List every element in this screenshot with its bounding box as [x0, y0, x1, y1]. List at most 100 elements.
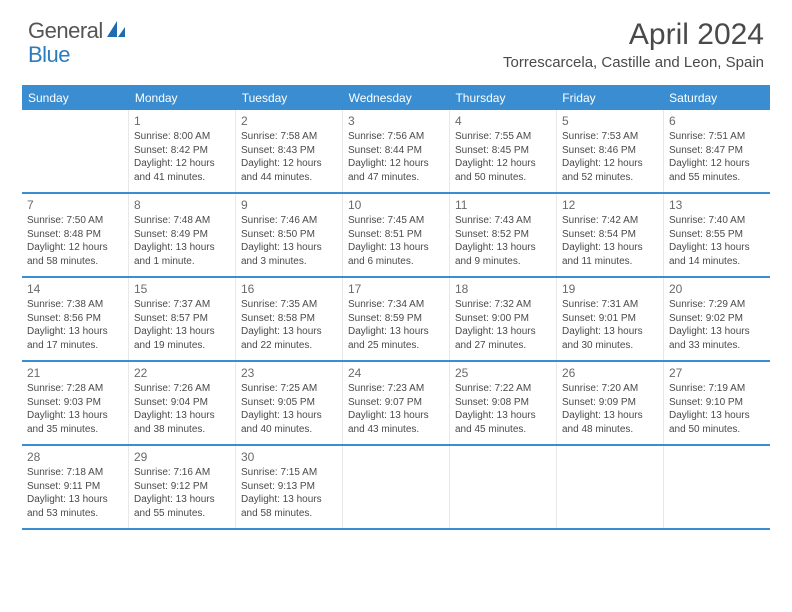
- day-info-line: Sunset: 8:56 PM: [27, 312, 123, 326]
- day-info-line: Daylight: 13 hours and 3 minutes.: [241, 241, 337, 268]
- week-row: 7Sunrise: 7:50 AMSunset: 8:48 PMDaylight…: [22, 194, 770, 278]
- day-header-row: Sunday Monday Tuesday Wednesday Thursday…: [22, 87, 770, 110]
- day-cell: [22, 110, 129, 192]
- day-number: 23: [241, 365, 337, 381]
- day-info-line: Daylight: 13 hours and 22 minutes.: [241, 325, 337, 352]
- day-info-line: Daylight: 12 hours and 47 minutes.: [348, 157, 444, 184]
- day-number: 14: [27, 281, 123, 297]
- month-title: April 2024: [503, 18, 764, 52]
- week-row: 14Sunrise: 7:38 AMSunset: 8:56 PMDayligh…: [22, 278, 770, 362]
- day-cell: 12Sunrise: 7:42 AMSunset: 8:54 PMDayligh…: [557, 194, 664, 276]
- day-info-line: Sunrise: 7:51 AM: [669, 130, 765, 144]
- day-info-line: Sunrise: 7:31 AM: [562, 298, 658, 312]
- day-header-tue: Tuesday: [236, 87, 343, 110]
- day-info-line: Daylight: 12 hours and 58 minutes.: [27, 241, 123, 268]
- day-header-sat: Saturday: [663, 87, 770, 110]
- day-info-line: Sunrise: 7:18 AM: [27, 466, 123, 480]
- day-cell: 5Sunrise: 7:53 AMSunset: 8:46 PMDaylight…: [557, 110, 664, 192]
- day-info-line: Sunset: 8:52 PM: [455, 228, 551, 242]
- day-cell: 15Sunrise: 7:37 AMSunset: 8:57 PMDayligh…: [129, 278, 236, 360]
- day-cell: 14Sunrise: 7:38 AMSunset: 8:56 PMDayligh…: [22, 278, 129, 360]
- weeks-container: 1Sunrise: 8:00 AMSunset: 8:42 PMDaylight…: [22, 110, 770, 530]
- day-info-line: Daylight: 13 hours and 35 minutes.: [27, 409, 123, 436]
- day-info-line: Sunrise: 7:45 AM: [348, 214, 444, 228]
- day-info-line: Daylight: 13 hours and 40 minutes.: [241, 409, 337, 436]
- day-info-line: Sunset: 8:57 PM: [134, 312, 230, 326]
- day-info-line: Sunrise: 7:50 AM: [27, 214, 123, 228]
- day-number: 28: [27, 449, 123, 465]
- day-cell: 19Sunrise: 7:31 AMSunset: 9:01 PMDayligh…: [557, 278, 664, 360]
- day-info-line: Daylight: 13 hours and 45 minutes.: [455, 409, 551, 436]
- title-block: April 2024 Torrescarcela, Castille and L…: [503, 18, 764, 71]
- day-cell: 22Sunrise: 7:26 AMSunset: 9:04 PMDayligh…: [129, 362, 236, 444]
- day-info-line: Sunrise: 7:23 AM: [348, 382, 444, 396]
- day-info-line: Daylight: 12 hours and 55 minutes.: [669, 157, 765, 184]
- day-cell: 2Sunrise: 7:58 AMSunset: 8:43 PMDaylight…: [236, 110, 343, 192]
- day-cell: 30Sunrise: 7:15 AMSunset: 9:13 PMDayligh…: [236, 446, 343, 528]
- day-cell: [450, 446, 557, 528]
- day-info-line: Sunset: 8:51 PM: [348, 228, 444, 242]
- day-number: 11: [455, 197, 551, 213]
- day-cell: 16Sunrise: 7:35 AMSunset: 8:58 PMDayligh…: [236, 278, 343, 360]
- day-info-line: Daylight: 12 hours and 50 minutes.: [455, 157, 551, 184]
- day-info-line: Daylight: 13 hours and 33 minutes.: [669, 325, 765, 352]
- day-info-line: Sunrise: 7:43 AM: [455, 214, 551, 228]
- day-number: 22: [134, 365, 230, 381]
- day-info-line: Sunset: 9:13 PM: [241, 480, 337, 494]
- day-cell: 10Sunrise: 7:45 AMSunset: 8:51 PMDayligh…: [343, 194, 450, 276]
- day-info-line: Daylight: 13 hours and 30 minutes.: [562, 325, 658, 352]
- day-header-fri: Friday: [556, 87, 663, 110]
- day-cell: 26Sunrise: 7:20 AMSunset: 9:09 PMDayligh…: [557, 362, 664, 444]
- week-row: 1Sunrise: 8:00 AMSunset: 8:42 PMDaylight…: [22, 110, 770, 194]
- day-info-line: Sunrise: 7:38 AM: [27, 298, 123, 312]
- day-number: 7: [27, 197, 123, 213]
- day-info-line: Sunrise: 7:48 AM: [134, 214, 230, 228]
- day-cell: [664, 446, 770, 528]
- day-number: 29: [134, 449, 230, 465]
- day-number: 19: [562, 281, 658, 297]
- day-info-line: Sunset: 9:05 PM: [241, 396, 337, 410]
- day-number: 10: [348, 197, 444, 213]
- day-info-line: Daylight: 13 hours and 38 minutes.: [134, 409, 230, 436]
- day-info-line: Sunset: 8:55 PM: [669, 228, 765, 242]
- page-header: General April 2024 Torrescarcela, Castil…: [0, 0, 792, 77]
- day-cell: 13Sunrise: 7:40 AMSunset: 8:55 PMDayligh…: [664, 194, 770, 276]
- day-number: 2: [241, 113, 337, 129]
- day-info-line: Sunset: 9:04 PM: [134, 396, 230, 410]
- day-info-line: Sunrise: 7:26 AM: [134, 382, 230, 396]
- day-header-thu: Thursday: [449, 87, 556, 110]
- day-info-line: Sunrise: 8:00 AM: [134, 130, 230, 144]
- day-info-line: Daylight: 13 hours and 14 minutes.: [669, 241, 765, 268]
- logo: General: [28, 18, 129, 44]
- day-info-line: Daylight: 13 hours and 19 minutes.: [134, 325, 230, 352]
- day-number: 18: [455, 281, 551, 297]
- day-info-line: Sunset: 8:50 PM: [241, 228, 337, 242]
- day-info-line: Daylight: 13 hours and 9 minutes.: [455, 241, 551, 268]
- day-cell: 3Sunrise: 7:56 AMSunset: 8:44 PMDaylight…: [343, 110, 450, 192]
- week-row: 21Sunrise: 7:28 AMSunset: 9:03 PMDayligh…: [22, 362, 770, 446]
- day-info-line: Daylight: 12 hours and 41 minutes.: [134, 157, 230, 184]
- day-info-line: Sunrise: 7:28 AM: [27, 382, 123, 396]
- day-cell: 28Sunrise: 7:18 AMSunset: 9:11 PMDayligh…: [22, 446, 129, 528]
- day-number: 24: [348, 365, 444, 381]
- week-row: 28Sunrise: 7:18 AMSunset: 9:11 PMDayligh…: [22, 446, 770, 530]
- day-info-line: Sunrise: 7:53 AM: [562, 130, 658, 144]
- day-cell: 4Sunrise: 7:55 AMSunset: 8:45 PMDaylight…: [450, 110, 557, 192]
- day-info-line: Daylight: 13 hours and 55 minutes.: [134, 493, 230, 520]
- day-number: 16: [241, 281, 337, 297]
- day-number: 9: [241, 197, 337, 213]
- day-info-line: Daylight: 13 hours and 58 minutes.: [241, 493, 337, 520]
- day-cell: [343, 446, 450, 528]
- day-info-line: Daylight: 13 hours and 17 minutes.: [27, 325, 123, 352]
- day-cell: 1Sunrise: 8:00 AMSunset: 8:42 PMDaylight…: [129, 110, 236, 192]
- day-cell: 7Sunrise: 7:50 AMSunset: 8:48 PMDaylight…: [22, 194, 129, 276]
- day-number: 13: [669, 197, 765, 213]
- day-cell: 24Sunrise: 7:23 AMSunset: 9:07 PMDayligh…: [343, 362, 450, 444]
- day-info-line: Sunset: 8:54 PM: [562, 228, 658, 242]
- day-info-line: Sunrise: 7:29 AM: [669, 298, 765, 312]
- logo-sail-icon: [105, 19, 127, 44]
- day-number: 6: [669, 113, 765, 129]
- day-number: 27: [669, 365, 765, 381]
- day-number: 20: [669, 281, 765, 297]
- day-info-line: Daylight: 13 hours and 25 minutes.: [348, 325, 444, 352]
